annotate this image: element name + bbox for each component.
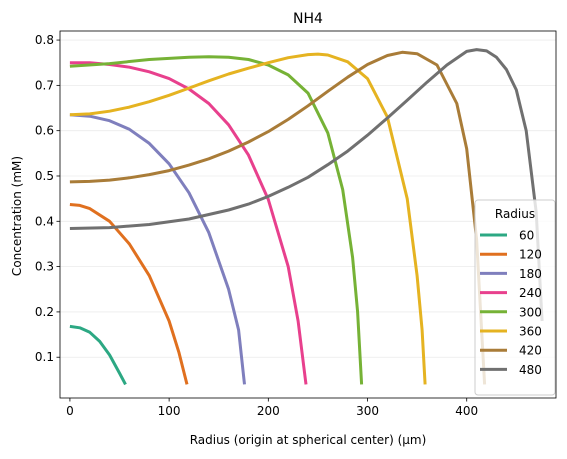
legend-label: 120 [519, 248, 542, 262]
legend-label: 360 [519, 325, 542, 339]
x-tick-label: 200 [257, 404, 280, 418]
legend-label: 60 [519, 229, 534, 243]
series-line-240 [69, 61, 308, 385]
y-tick-label: 0.7 [35, 78, 54, 92]
x-axis: 0 100 200 300 400 [66, 398, 478, 418]
legend-label: 420 [519, 344, 542, 358]
x-axis-label: Radius (origin at spherical center) (μm) [190, 433, 427, 447]
legend-items: 60 120 180 240 300 360 420 480 [480, 229, 542, 377]
legend: Radius 60 120 180 240 300 360 420 480 [474, 199, 556, 396]
x-tick-label: 400 [455, 404, 478, 418]
y-tick-label: 0.6 [35, 124, 54, 138]
x-tick-label: 100 [158, 404, 181, 418]
series-line-300 [69, 55, 364, 385]
y-axis-label: Concentration (mM) [10, 156, 24, 276]
y-tick-label: 0.1 [35, 350, 54, 364]
x-tick-label: 0 [66, 404, 74, 418]
legend-label: 180 [519, 267, 542, 281]
legend-label: 300 [519, 305, 542, 319]
legend-box [474, 199, 556, 396]
x-tick-label: 300 [356, 404, 379, 418]
series-layer [69, 48, 544, 386]
y-tick-label: 0.5 [35, 169, 54, 183]
y-tick-label: 0.8 [35, 33, 54, 47]
series-line-480 [69, 48, 544, 322]
series-line-120 [69, 203, 189, 385]
series-line-60 [69, 324, 127, 386]
y-tick-label: 0.4 [35, 214, 54, 228]
plot-frame [59, 30, 557, 399]
legend-title: Radius [495, 207, 535, 221]
series-line-360 [69, 52, 427, 385]
chart-title: NH4 [293, 11, 323, 27]
y-tick-label: 0.3 [35, 260, 54, 274]
series-line-180 [69, 113, 246, 385]
legend-label: 240 [519, 286, 542, 300]
y-tick-label: 0.2 [35, 305, 54, 319]
legend-label: 480 [519, 363, 542, 377]
y-axis: 0.1 0.2 0.3 0.4 0.5 0.6 0.7 0.8 [35, 33, 60, 364]
